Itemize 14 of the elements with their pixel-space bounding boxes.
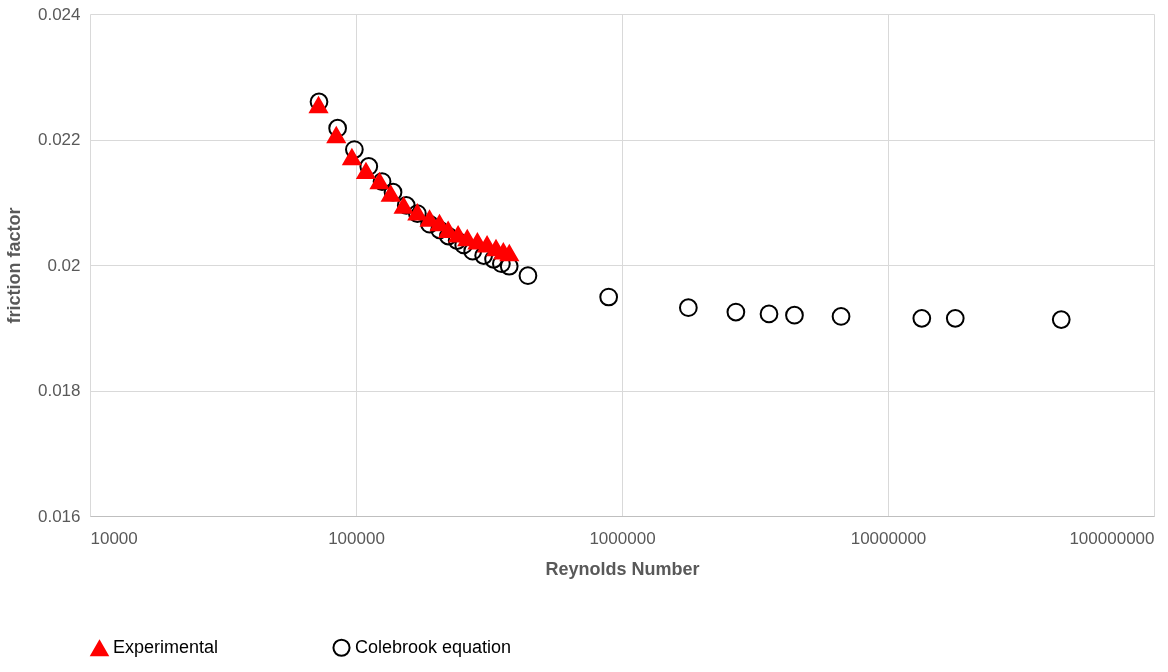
y-tick-label: 0.022 bbox=[37, 130, 81, 149]
legend-label: Experimental bbox=[113, 637, 219, 658]
legend-label: Colebrook equation bbox=[355, 636, 512, 657]
x-tick-label: 100000000 bbox=[1069, 528, 1155, 548]
y-tick-label: 0.016 bbox=[37, 506, 81, 526]
x-tick-label: 1000000 bbox=[589, 528, 656, 548]
y-tick-label: 0.024 bbox=[37, 4, 81, 24]
y-tick-label: 0.018 bbox=[37, 381, 81, 400]
y-axis-title: friction factor bbox=[3, 207, 24, 324]
y-tick-label: 0.02 bbox=[47, 255, 81, 275]
x-tick-label: 10000000 bbox=[850, 528, 927, 548]
x-tick-label: 100000 bbox=[328, 528, 385, 548]
x-axis-title: Reynolds Number bbox=[545, 558, 700, 579]
x-tick-label: 10000 bbox=[90, 528, 138, 548]
